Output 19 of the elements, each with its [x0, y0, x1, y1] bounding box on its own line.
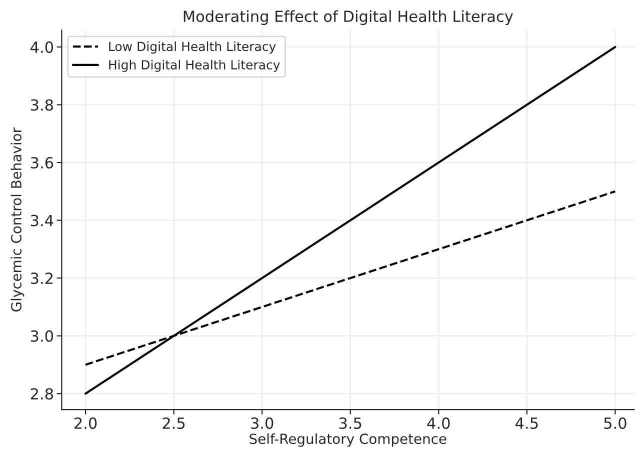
- x-tick-label: 3.0: [251, 417, 274, 429]
- y-tick-label: 3.4: [30, 214, 54, 226]
- y-tick-label: 4.0: [30, 41, 54, 53]
- x-tick-label: 3.5: [339, 417, 362, 429]
- y-tick-label: 2.8: [30, 388, 54, 400]
- legend-label: Low Digital Health Literacy: [109, 41, 276, 54]
- y-tick-label: 3.2: [30, 272, 53, 284]
- y-tick-label: 3.0: [30, 330, 54, 342]
- x-tick-label: 4.0: [427, 417, 450, 429]
- x-tick-label: 5.0: [604, 417, 626, 429]
- x-tick-label: 4.5: [516, 418, 538, 429]
- legend-label: High Digital Health Literacy: [109, 60, 280, 72]
- x-tick-label: 2.5: [162, 417, 185, 429]
- x-axis-title: Self-Regulatory Competence: [250, 433, 446, 447]
- x-tick-label: 2.0: [74, 417, 97, 429]
- y-axis-title: Glycemic Control Behavior: [10, 127, 24, 312]
- y-tick-label: 3.6: [30, 156, 54, 169]
- chart-title: Moderating Effect of Digital Health Literacy: [184, 10, 513, 26]
- y-tick-label: 3.8: [30, 99, 54, 111]
